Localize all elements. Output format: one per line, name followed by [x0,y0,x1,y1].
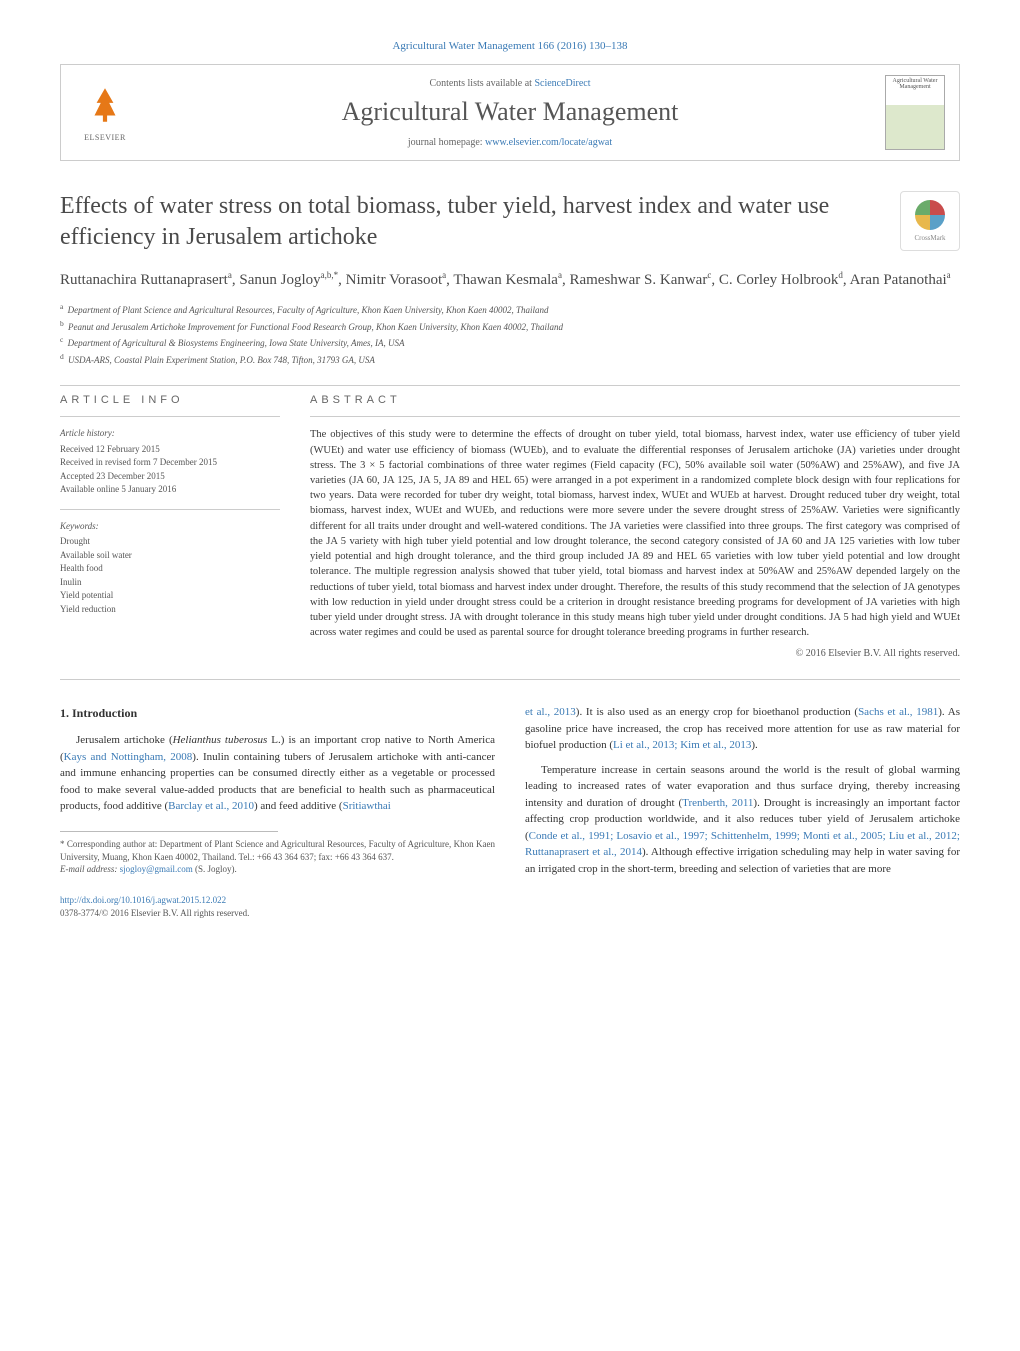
history-label: Article history: [60,427,280,441]
text: ) and feed additive ( [254,800,343,812]
body-columns: 1. Introduction Jerusalem artichoke (Hel… [60,704,960,920]
citation-link[interactable]: Sritiawthai [343,800,391,812]
divider [60,679,960,680]
citation-link[interactable]: Kays and Nottingham, 2008 [64,751,193,763]
email-line: E-mail address: sjogloy@gmail.com (S. Jo… [60,863,495,876]
keyword-item: Drought [60,535,280,549]
abstract-text: The objectives of this study were to det… [310,427,960,640]
history-line: Received in revised form 7 December 2015 [60,456,280,470]
text: ). It is also used as an energy crop for… [576,706,858,718]
journal-homepage-link[interactable]: www.elsevier.com/locate/agwat [485,137,612,148]
journal-citation: Agricultural Water Management 166 (2016)… [60,40,960,52]
keyword-item: Yield reduction [60,603,280,617]
citation-link[interactable]: Sachs et al., 1981 [858,706,938,718]
citation-link[interactable]: Barclay et al., 2010 [168,800,254,812]
copyright-line: © 2016 Elsevier B.V. All rights reserved… [310,648,960,659]
elsevier-tree-icon [75,84,135,133]
citation-link[interactable]: Trenberth, 2011 [682,797,753,809]
affiliation-line: c Department of Agricultural & Biosystem… [60,334,960,351]
keywords-label: Keywords: [60,520,280,534]
journal-name: Agricultural Water Management [135,97,885,127]
divider [60,385,960,386]
header-center: Contents lists available at ScienceDirec… [135,78,885,148]
issn-line: 0378-3774/© 2016 Elsevier B.V. All right… [60,908,249,918]
affiliation-line: a Department of Plant Science and Agricu… [60,301,960,318]
homepage-prefix: journal homepage: [408,137,485,148]
crossmark-label: CrossMark [914,234,945,242]
keyword-item: Inulin [60,576,280,590]
keywords-block: Keywords: DroughtAvailable soil waterHea… [60,520,280,617]
text: Jerusalem artichoke ( [76,734,173,746]
elsevier-logo: ELSEVIER [75,84,135,142]
contents-list-line: Contents lists available at ScienceDirec… [135,78,885,89]
affiliation-line: d USDA-ARS, Coastal Plain Experiment Sta… [60,351,960,368]
intro-paragraph-1: Jerusalem artichoke (Helianthus tuberosu… [60,732,495,815]
history-line: Received 12 February 2015 [60,443,280,457]
history-line: Accepted 23 December 2015 [60,470,280,484]
abstract-heading: ABSTRACT [310,394,960,406]
keyword-item: Health food [60,562,280,576]
corresp-text: * Corresponding author at: Department of… [60,838,495,863]
footer-links: http://dx.doi.org/10.1016/j.agwat.2015.1… [60,894,495,921]
journal-homepage-line: journal homepage: www.elsevier.com/locat… [135,137,885,148]
history-line: Available online 5 January 2016 [60,483,280,497]
info-divider [310,416,960,417]
intro-paragraph-3: Temperature increase in certain seasons … [525,762,960,878]
doi-link[interactable]: http://dx.doi.org/10.1016/j.agwat.2015.1… [60,895,226,905]
crossmark-badge[interactable]: CrossMark [900,191,960,251]
abstract-column: ABSTRACT The objectives of this study we… [310,394,960,659]
body-column-right: et al., 2013). It is also used as an ene… [525,704,960,920]
email-label: E-mail address: [60,864,120,874]
species-name: Helianthus tuberosus [173,734,268,746]
text: ). [751,739,757,751]
affiliations: a Department of Plant Science and Agricu… [60,301,960,367]
keyword-item: Available soil water [60,549,280,563]
email-suffix: (S. Jogloy). [193,864,237,874]
citation-link[interactable]: et al., 2013 [525,706,576,718]
body-column-left: 1. Introduction Jerusalem artichoke (Hel… [60,704,495,920]
journal-cover-thumbnail: Agricultural Water Management [885,75,945,150]
authors-line: Ruttanachira Ruttanapraserta, Sanun Jogl… [60,269,960,291]
email-link[interactable]: sjogloy@gmail.com [120,864,193,874]
contents-prefix: Contents lists available at [429,78,534,89]
keyword-item: Yield potential [60,589,280,603]
affiliation-line: b Peanut and Jerusalem Artichoke Improve… [60,318,960,335]
elsevier-brand-text: ELSEVIER [75,133,135,142]
citation-link[interactable]: Li et al., 2013; Kim et al., 2013 [613,739,751,751]
article-info-heading: ARTICLE INFO [60,394,280,406]
info-divider [60,509,280,510]
crossmark-icon [915,200,945,230]
sciencedirect-link[interactable]: ScienceDirect [534,78,590,89]
info-divider [60,416,280,417]
info-abstract-row: ARTICLE INFO Article history: Received 1… [60,394,960,659]
title-row: Effects of water stress on total biomass… [60,191,960,253]
corresponding-author-footnote: * Corresponding author at: Department of… [60,838,495,876]
article-history: Article history: Received 12 February 20… [60,427,280,497]
article-info-sidebar: ARTICLE INFO Article history: Received 1… [60,394,280,659]
journal-citation-link[interactable]: Agricultural Water Management 166 (2016)… [392,40,627,52]
journal-header: ELSEVIER Contents lists available at Sci… [60,64,960,161]
footnote-separator [60,831,278,832]
section-heading-intro: 1. Introduction [60,704,495,722]
article-title: Effects of water stress on total biomass… [60,191,890,253]
intro-paragraph-2: et al., 2013). It is also used as an ene… [525,704,960,754]
